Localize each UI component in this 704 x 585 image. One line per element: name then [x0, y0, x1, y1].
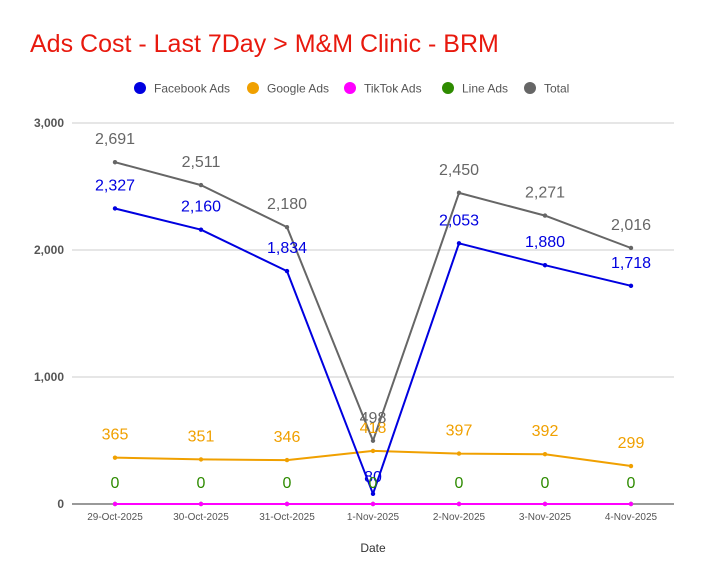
data-label: 2,271 — [525, 185, 565, 202]
data-label: 392 — [532, 423, 559, 440]
x-tick-label: 2-Nov-2025 — [433, 512, 486, 523]
data-point — [370, 448, 376, 454]
data-label: 351 — [188, 428, 215, 445]
legend-label: Google Ads — [267, 82, 329, 96]
data-point — [198, 457, 204, 462]
legend-swatch — [247, 82, 259, 94]
data-label: 80 — [364, 469, 382, 486]
gridlines — [72, 122, 674, 505]
data-label: 418 — [360, 420, 387, 437]
data-label: 365 — [102, 427, 129, 444]
data-point — [542, 501, 548, 507]
data-label: 0 — [455, 475, 464, 492]
legend-swatch — [134, 82, 146, 94]
data-label: 1,718 — [611, 255, 651, 272]
data-point — [628, 245, 634, 251]
data-point — [284, 501, 290, 507]
data-label: 498 — [360, 410, 387, 427]
data-label: 0 — [283, 475, 292, 492]
data-label: 2,016 — [611, 217, 651, 234]
data-label: 0 — [111, 475, 120, 492]
data-point — [284, 268, 290, 274]
legend-label: Total — [544, 82, 569, 96]
x-tick-label: 31-Oct-2025 — [259, 512, 315, 523]
data-point — [542, 452, 548, 457]
data-label: 2,160 — [181, 199, 221, 216]
legend-item: TikTok Ads — [344, 82, 422, 96]
data-point — [370, 491, 376, 497]
x-tick-label: 3-Nov-2025 — [519, 512, 572, 523]
data-label: 2,180 — [267, 196, 307, 213]
data-point — [456, 451, 462, 456]
data-point — [198, 182, 204, 188]
data-label: 299 — [618, 435, 645, 452]
y-tick-label: 0 — [57, 497, 64, 511]
x-axis-title: Date — [360, 541, 386, 555]
x-tick-label: 29-Oct-2025 — [87, 512, 143, 523]
data-label: 0 — [541, 475, 550, 492]
data-point — [198, 227, 204, 232]
data-point — [456, 501, 462, 507]
series-group — [112, 160, 634, 507]
legend-item: Facebook Ads — [134, 82, 230, 96]
data-point — [628, 463, 634, 469]
legend-label: Facebook Ads — [154, 82, 230, 96]
data-label: 2,691 — [95, 131, 135, 148]
data-label: 2,053 — [439, 212, 479, 229]
legend-label: Line Ads — [462, 82, 508, 96]
legend-item: Line Ads — [442, 82, 508, 96]
data-point — [112, 501, 118, 507]
series-line — [114, 449, 632, 467]
chart-title: Ads Cost - Last 7Day > M&M Clinic - BRM — [30, 30, 499, 58]
legend-label: TikTok Ads — [364, 82, 422, 96]
data-label: 1,880 — [525, 234, 565, 251]
data-point — [284, 224, 290, 230]
legend-swatch — [344, 82, 356, 94]
y-tick-label: 3,000 — [34, 116, 64, 130]
data-point — [628, 501, 634, 507]
data-point — [112, 455, 118, 460]
data-point — [456, 241, 462, 246]
data-point — [370, 501, 376, 507]
data-label: 0 — [627, 475, 636, 492]
data-label: 346 — [274, 429, 301, 446]
x-tick-label: 4-Nov-2025 — [605, 512, 658, 523]
data-label: 1,834 — [267, 240, 307, 257]
legend-item: Google Ads — [247, 82, 329, 96]
data-labels: 365 351 346 418 397 392 299 2,327 2,160 1,834 80 2,… — [95, 131, 651, 492]
data-point — [628, 283, 634, 289]
data-point — [284, 457, 290, 463]
y-tick-label: 1,000 — [34, 370, 64, 384]
data-point — [542, 263, 548, 268]
data-label: 0 — [197, 475, 206, 492]
data-label: 2,511 — [182, 154, 221, 171]
y-axis-ticks: 0 1,000 2,000 3,000 — [34, 116, 64, 511]
legend: Facebook Ads Google Ads TikTok Ads Line Ads… — [134, 82, 569, 96]
data-label: 397 — [446, 423, 473, 440]
legend-swatch — [524, 82, 536, 94]
data-label: 0 — [369, 475, 378, 492]
legend-swatch — [442, 82, 454, 94]
data-point — [112, 206, 118, 211]
data-point — [198, 501, 204, 507]
legend-item: Total — [524, 82, 569, 96]
x-tick-label: 1-Nov-2025 — [347, 512, 400, 523]
y-tick-label: 2,000 — [34, 243, 64, 257]
data-point — [542, 213, 548, 218]
x-axis-ticks: 29-Oct-2025 30-Oct-2025 31-Oct-2025 1-Nov-2… — [87, 512, 657, 523]
x-tick-label: 30-Oct-2025 — [173, 512, 229, 523]
data-label: 2,327 — [95, 177, 135, 194]
data-point — [456, 190, 462, 196]
data-point — [370, 438, 376, 443]
data-label: 2,450 — [439, 162, 479, 179]
data-point — [112, 160, 118, 165]
